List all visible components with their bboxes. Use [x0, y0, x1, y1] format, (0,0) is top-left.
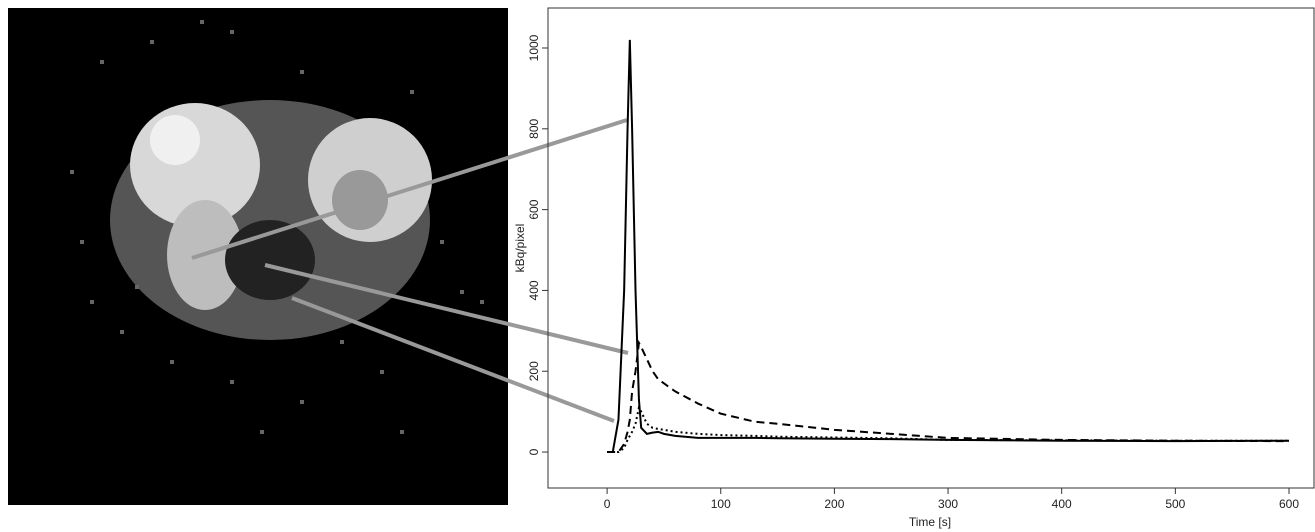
x-tick-label: 600: [1279, 497, 1299, 511]
x-axis-label: Time [s]: [909, 515, 951, 529]
y-tick-label: 200: [527, 361, 541, 381]
x-tick-label: 0: [604, 497, 611, 511]
x-tick-label: 300: [938, 497, 958, 511]
region-right-inner: [332, 170, 388, 230]
y-tick-label: 800: [527, 118, 541, 138]
pointer-line: [291, 296, 615, 423]
segmented-image: [8, 8, 629, 505]
data-line: [607, 339, 1290, 454]
x-tick-label: 500: [1165, 497, 1185, 511]
x-tick-label: 100: [711, 497, 731, 511]
y-tick-label: 0: [527, 448, 541, 455]
y-tick-label: 600: [527, 199, 541, 219]
pointer-line: [191, 118, 628, 260]
x-tick-label: 200: [824, 497, 844, 511]
pointer-line: [264, 263, 629, 355]
y-tick-label: 1000: [527, 34, 541, 61]
region-bright: [150, 115, 200, 165]
y-tick-label: 400: [527, 280, 541, 300]
plot-box: [547, 7, 1315, 489]
y-axis-label: kBq/pixel: [513, 224, 527, 273]
x-tick-label: 400: [1052, 497, 1072, 511]
noise-pixels: [70, 20, 484, 434]
data-line: [607, 39, 1290, 454]
data-line: [607, 404, 1289, 454]
